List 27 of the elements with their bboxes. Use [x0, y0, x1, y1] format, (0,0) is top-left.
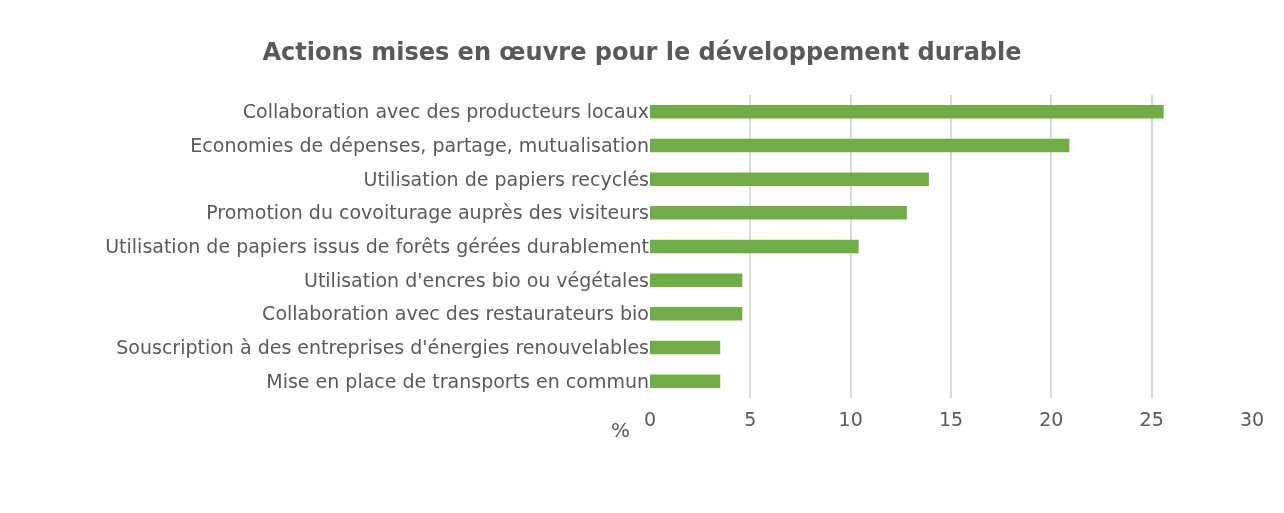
x-tick-label: 25	[1139, 408, 1164, 430]
y-tick-label: Utilisation de papiers issus de forêts gérées durablement	[105, 235, 649, 258]
bar	[650, 340, 721, 355]
y-tick-label: Collaboration avec des restaurateurs bio	[262, 302, 649, 325]
x-tick-label: 0	[643, 408, 657, 430]
y-tick-label: Souscription à des entreprises d'énergies renouvelables	[116, 336, 649, 359]
x-tick-label: 5	[744, 408, 757, 430]
bar	[650, 138, 1070, 153]
y-tick-label: Economies de dépenses, partage, mutualisation	[190, 134, 649, 157]
x-axis-title: %	[611, 418, 631, 442]
x-tick-label: 20	[1039, 408, 1064, 430]
bar	[650, 206, 907, 220]
y-tick-label: Promotion du covoiturage auprès des visiteurs	[206, 201, 649, 224]
x-tick-label: 10	[838, 408, 863, 430]
y-tick-label: Mise en place de transports en commun	[266, 369, 649, 392]
bar	[650, 239, 859, 254]
chart-title: Actions mises en œuvre pour le développement durable	[262, 37, 1022, 66]
y-tick-label: Collaboration avec des producteurs locaux	[242, 100, 649, 123]
x-tick-label: 30	[1239, 408, 1265, 430]
bar	[650, 374, 721, 388]
y-tick-label: Utilisation d'encres bio ou végétales	[303, 268, 649, 291]
bar	[650, 273, 743, 287]
y-tick-label: Utilisation de papiers recyclés	[363, 167, 649, 190]
bar	[650, 307, 743, 321]
x-tick-label: 15	[938, 408, 964, 430]
bar	[650, 172, 929, 186]
bar	[650, 105, 1164, 119]
